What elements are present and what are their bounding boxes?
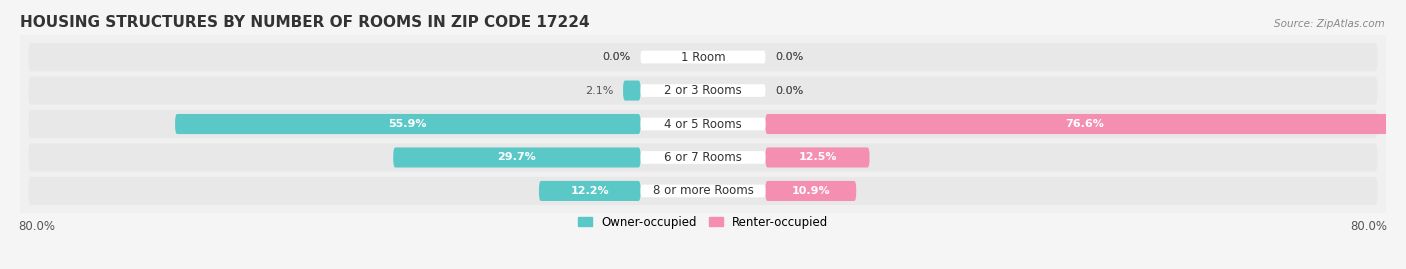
Legend: Owner-occupied, Renter-occupied: Owner-occupied, Renter-occupied bbox=[572, 211, 834, 233]
Text: 76.6%: 76.6% bbox=[1064, 119, 1104, 129]
Text: 55.9%: 55.9% bbox=[388, 119, 427, 129]
FancyBboxPatch shape bbox=[394, 147, 641, 168]
Text: Source: ZipAtlas.com: Source: ZipAtlas.com bbox=[1274, 19, 1385, 29]
Text: HOUSING STRUCTURES BY NUMBER OF ROOMS IN ZIP CODE 17224: HOUSING STRUCTURES BY NUMBER OF ROOMS IN… bbox=[20, 15, 591, 30]
FancyBboxPatch shape bbox=[641, 118, 765, 130]
Text: 2.1%: 2.1% bbox=[585, 86, 613, 95]
FancyBboxPatch shape bbox=[28, 177, 1378, 205]
FancyBboxPatch shape bbox=[765, 114, 1403, 134]
Text: 29.7%: 29.7% bbox=[498, 153, 536, 162]
Text: 12.2%: 12.2% bbox=[571, 186, 609, 196]
Text: 0.0%: 0.0% bbox=[776, 86, 804, 95]
FancyBboxPatch shape bbox=[176, 114, 641, 134]
FancyBboxPatch shape bbox=[641, 51, 765, 63]
Text: 4 or 5 Rooms: 4 or 5 Rooms bbox=[664, 118, 742, 130]
Text: 8 or more Rooms: 8 or more Rooms bbox=[652, 185, 754, 197]
Text: 0.0%: 0.0% bbox=[602, 52, 630, 62]
Text: 2 or 3 Rooms: 2 or 3 Rooms bbox=[664, 84, 742, 97]
FancyBboxPatch shape bbox=[28, 143, 1378, 172]
Text: 0.0%: 0.0% bbox=[602, 52, 630, 62]
Text: 0.0%: 0.0% bbox=[776, 86, 804, 95]
FancyBboxPatch shape bbox=[641, 185, 765, 197]
FancyBboxPatch shape bbox=[623, 80, 641, 101]
FancyBboxPatch shape bbox=[28, 43, 1378, 71]
Text: 0.0%: 0.0% bbox=[776, 52, 804, 62]
Text: 10.9%: 10.9% bbox=[792, 186, 830, 196]
FancyBboxPatch shape bbox=[641, 151, 765, 164]
Text: 1 Room: 1 Room bbox=[681, 51, 725, 63]
FancyBboxPatch shape bbox=[765, 147, 869, 168]
FancyBboxPatch shape bbox=[28, 110, 1378, 138]
FancyBboxPatch shape bbox=[765, 181, 856, 201]
FancyBboxPatch shape bbox=[28, 76, 1378, 105]
Text: 12.5%: 12.5% bbox=[799, 153, 837, 162]
Text: 0.0%: 0.0% bbox=[776, 52, 804, 62]
Text: 6 or 7 Rooms: 6 or 7 Rooms bbox=[664, 151, 742, 164]
FancyBboxPatch shape bbox=[641, 84, 765, 97]
FancyBboxPatch shape bbox=[538, 181, 641, 201]
